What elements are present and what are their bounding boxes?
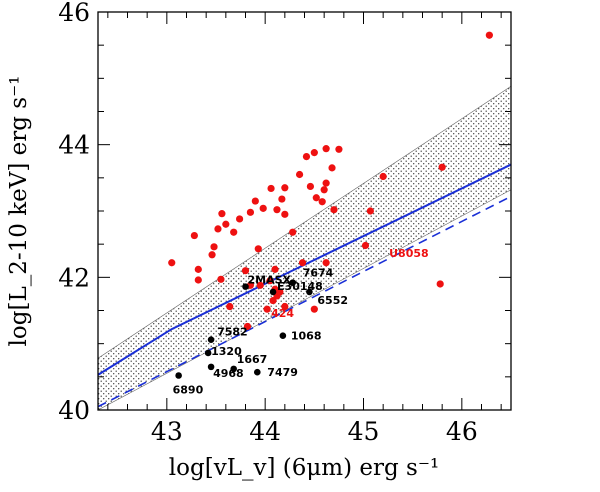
dashed-fit-line (98, 195, 511, 408)
red-data-point (246, 208, 255, 216)
solid-fit-line (98, 163, 511, 376)
red-data-point (208, 251, 216, 259)
point-label: 1068 (291, 330, 322, 343)
point-label: 6890 (173, 384, 204, 397)
x-tick-label: 46 (446, 417, 478, 446)
red-data-point (256, 281, 264, 289)
black-data-point (253, 368, 261, 376)
point-label: U8058 (389, 247, 429, 260)
red-data-point (218, 210, 226, 218)
black-data-point (306, 288, 313, 296)
red-data-point (230, 228, 238, 236)
red-data-point (361, 241, 370, 250)
red-data-point (278, 195, 286, 203)
y-tick-label: 40 (58, 396, 90, 425)
red-data-point (194, 265, 202, 273)
red-data-point (302, 153, 311, 161)
black-data-point (175, 372, 182, 379)
point-label: 2MASX (248, 274, 292, 287)
black-data-point (289, 279, 297, 286)
black-data-point (269, 288, 277, 296)
black-data-point (230, 365, 237, 373)
red-data-point (335, 145, 343, 153)
red-data-point (322, 259, 330, 267)
red-data-point (320, 186, 328, 194)
point-label: 424 (271, 307, 294, 320)
plot-area (98, 31, 511, 410)
red-data-point (328, 164, 336, 172)
red-data-point (168, 259, 176, 267)
red-data-point (266, 277, 274, 285)
red-data-point (436, 280, 444, 288)
point-label: 1667 (237, 353, 268, 366)
red-data-point (271, 265, 279, 273)
red-data-point (269, 296, 277, 305)
red-data-point (322, 179, 330, 187)
red-data-point (310, 305, 318, 313)
point-label: 1320 (211, 345, 242, 358)
red-data-point (366, 207, 374, 215)
red-data-point (241, 267, 250, 275)
red-data-point (485, 31, 493, 39)
point-label: 4968 (213, 367, 244, 380)
red-data-point (190, 231, 198, 240)
red-data-point (310, 149, 318, 157)
red-data-point (330, 206, 338, 214)
red-data-point (226, 302, 234, 311)
x-tick-label: 45 (348, 417, 380, 446)
red-data-point (276, 288, 284, 296)
point-label: 7674 (303, 267, 334, 280)
red-data-point (217, 275, 225, 283)
black-data-point (207, 363, 215, 371)
y-tick-label: 42 (58, 263, 90, 292)
hatched-band (98, 85, 511, 410)
red-data-point (210, 243, 218, 251)
red-data-point (251, 197, 259, 205)
point-label: E30148 (277, 280, 323, 293)
x-axis-title: log[vL_v] (6μm) erg s⁻¹ (169, 455, 439, 481)
y-tick-label: 46 (58, 0, 90, 27)
red-data-point (222, 220, 230, 228)
red-data-point (281, 302, 289, 311)
red-data-point (379, 172, 387, 181)
tick-labels: 43 44 45 46 40 42 44 46 (58, 0, 478, 446)
point-label: 7582 (217, 326, 248, 339)
x-tick-label: 43 (151, 417, 183, 446)
red-data-point (306, 182, 314, 191)
point-label: 6552 (317, 294, 348, 307)
x-tick-label: 44 (249, 417, 281, 446)
black-data-point (207, 336, 215, 343)
axis-ticks (98, 12, 511, 410)
red-data-point (281, 210, 289, 218)
red-data-point (322, 145, 330, 153)
red-data-point (318, 198, 326, 206)
red-data-point (289, 228, 297, 236)
y-tick-label: 44 (58, 131, 90, 160)
red-data-point (281, 184, 289, 192)
red-data-point (312, 194, 320, 202)
red-data-point (298, 259, 307, 267)
red-data-point (214, 225, 222, 233)
red-data-point (438, 163, 446, 171)
red-data-point (263, 305, 271, 313)
red-data-point (259, 204, 267, 212)
black-data-point (242, 283, 249, 290)
red-data-point (273, 206, 281, 214)
red-data-point (236, 215, 244, 223)
red-data-point (194, 276, 202, 284)
black-data-point (204, 349, 212, 357)
red-data-point (243, 322, 252, 331)
red-data-point (295, 170, 304, 179)
red-data-point (254, 245, 262, 253)
red-data-point (267, 184, 275, 193)
y-axis-title: log[L_2-10 keV] erg s⁻¹ (6, 76, 32, 347)
black-data-point (279, 332, 287, 340)
point-label: 7479 (267, 366, 298, 379)
